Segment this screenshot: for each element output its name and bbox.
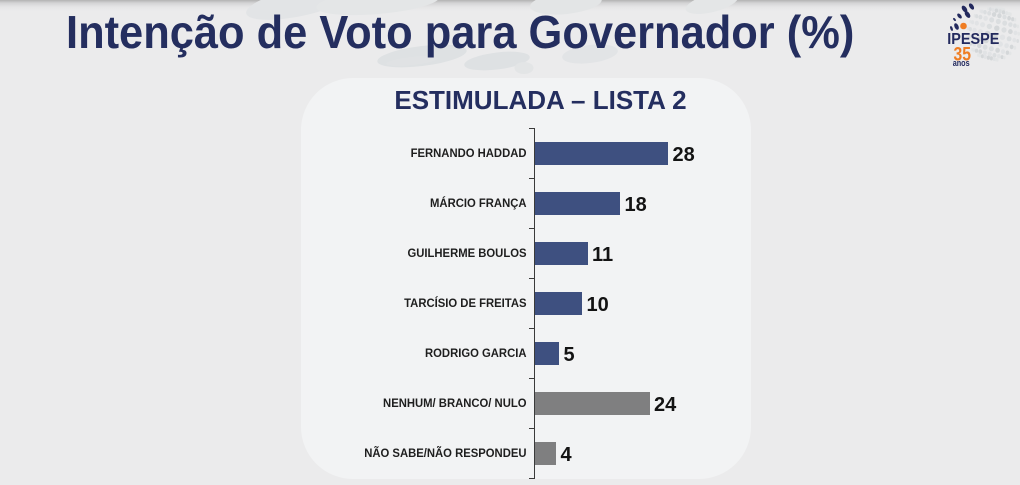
svg-text:IPESPE: IPESPE — [947, 31, 999, 48]
svg-text:anos: anos — [953, 58, 970, 68]
svg-text:35: 35 — [954, 43, 972, 65]
